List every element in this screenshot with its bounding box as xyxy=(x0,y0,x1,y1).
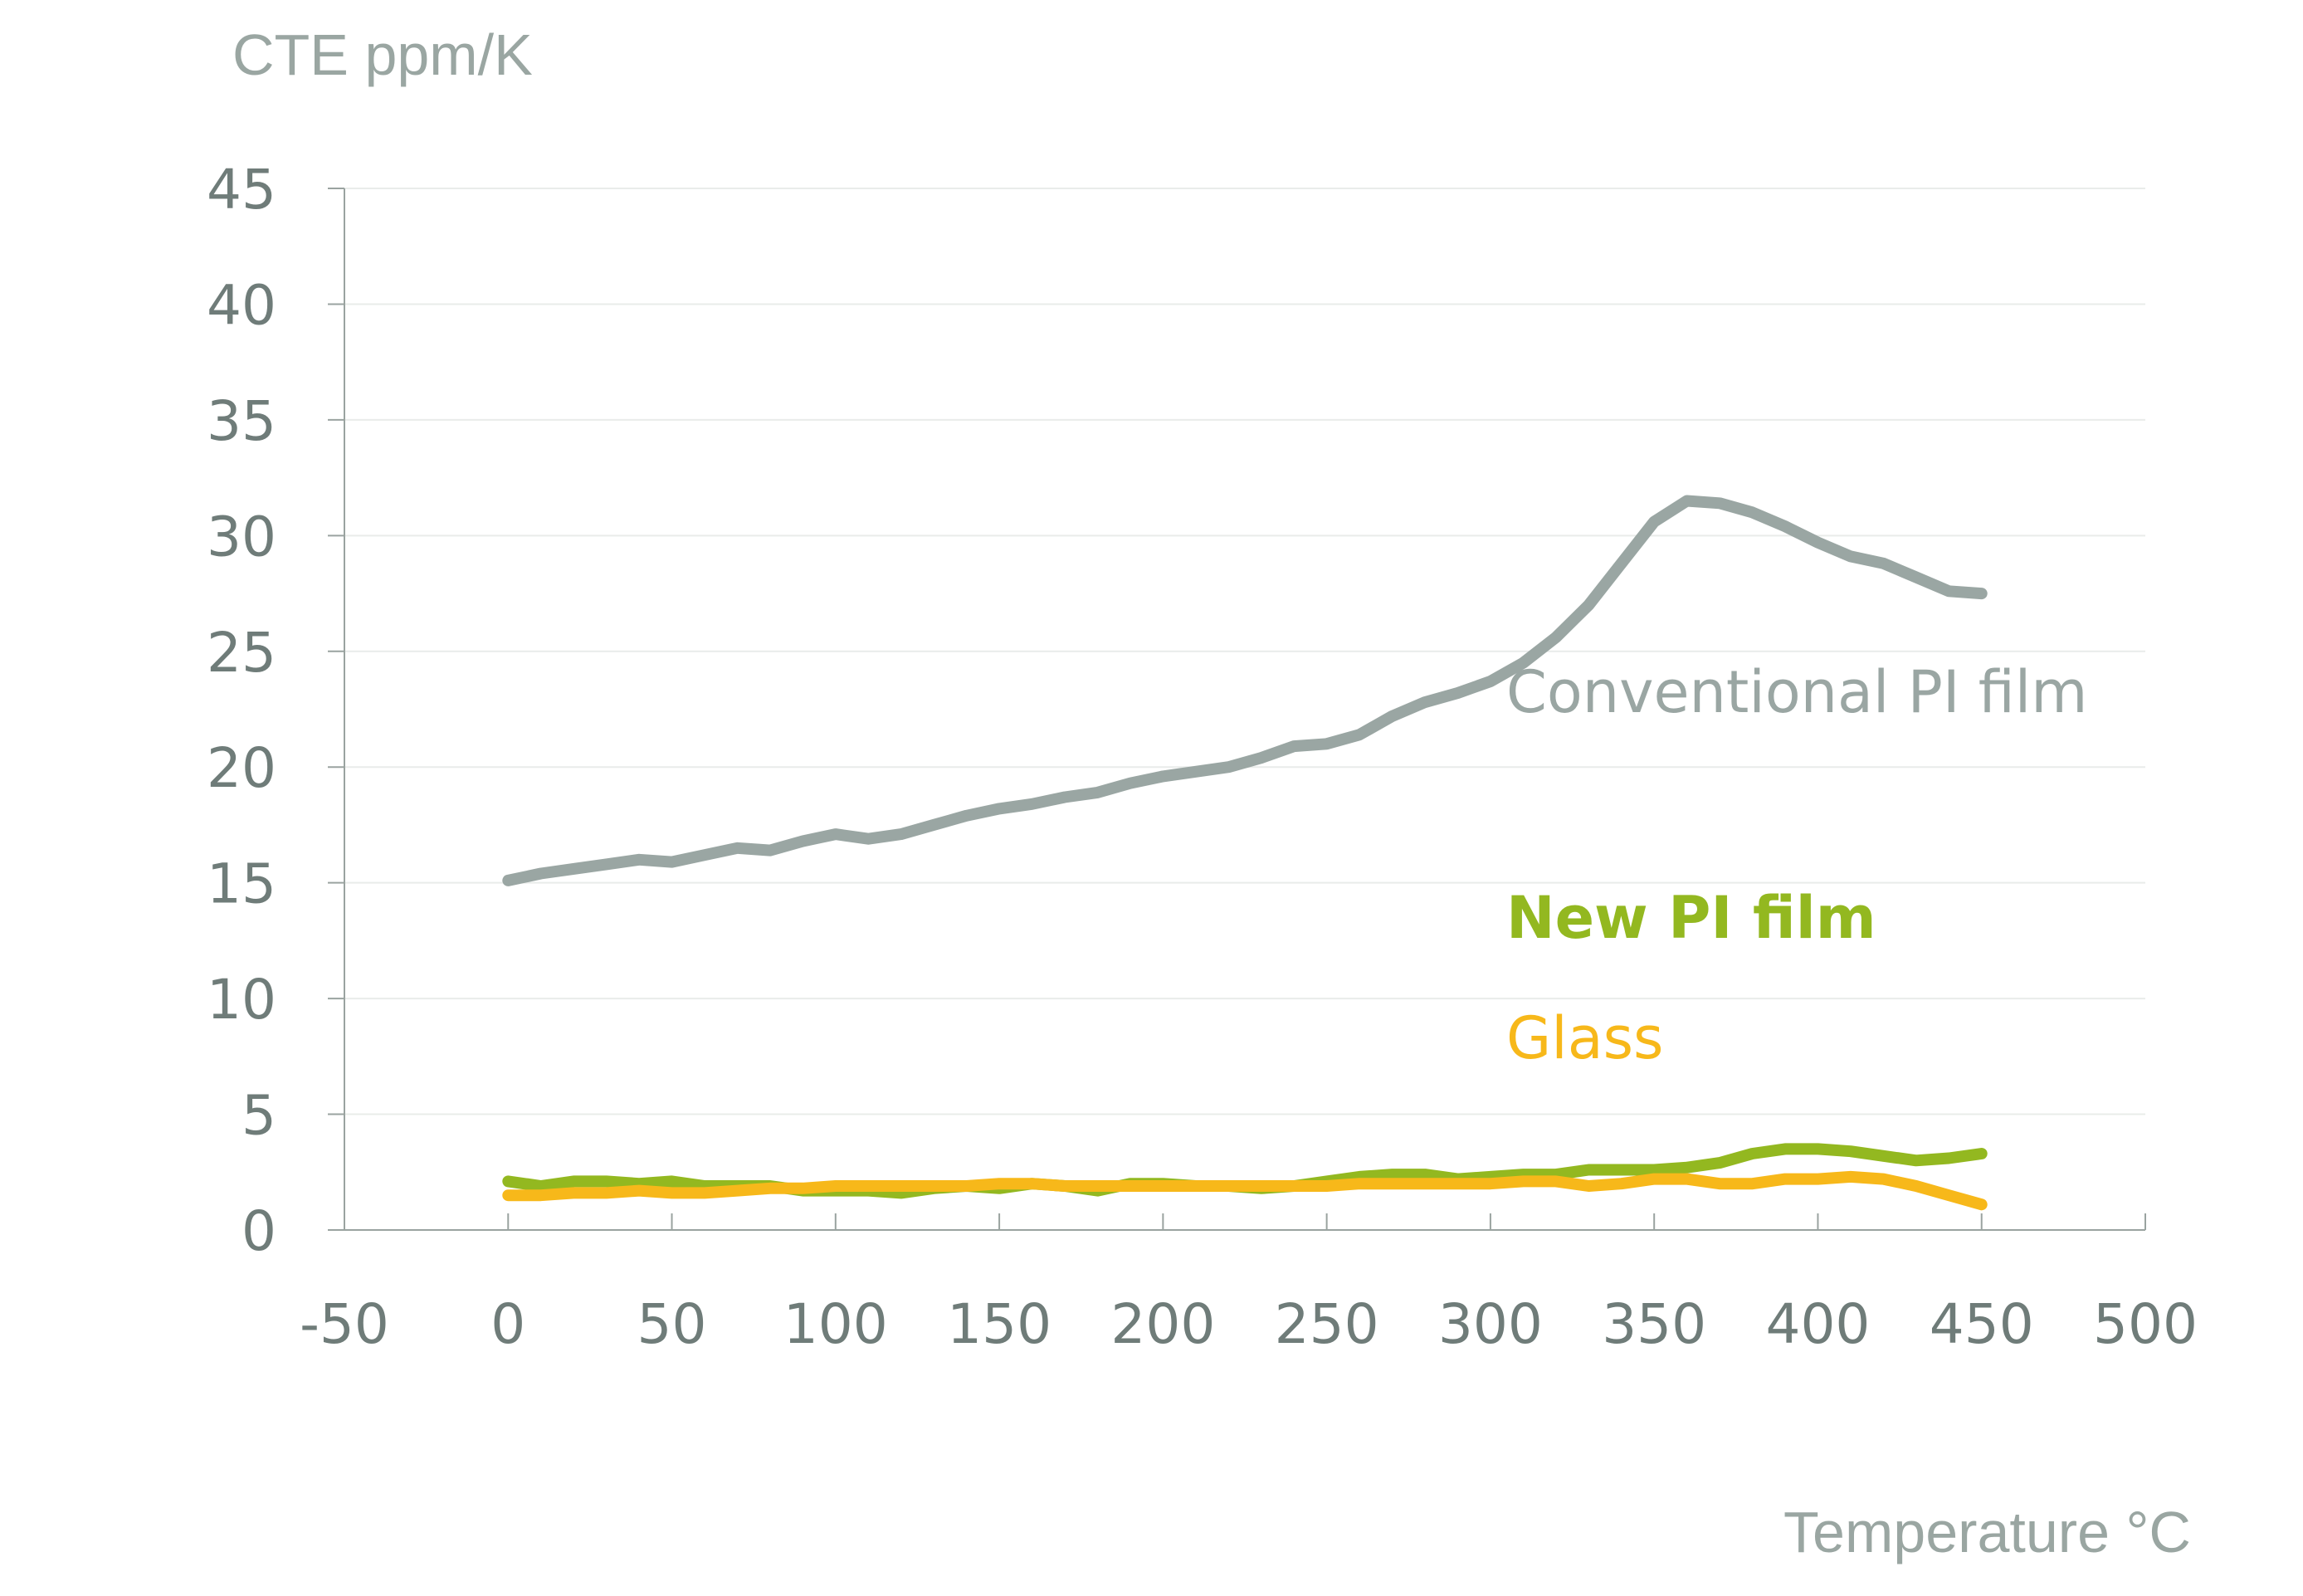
x-tick-label: 150 xyxy=(947,1292,1051,1356)
y-tick-label: 25 xyxy=(207,621,276,685)
series-labels: Glass New PI film Conventional PI film xyxy=(1506,658,2087,1072)
y-tick-label: 10 xyxy=(207,968,276,1032)
x-tick-label: 200 xyxy=(1110,1292,1215,1356)
x-tick-label: 250 xyxy=(1275,1292,1379,1356)
y-tick-labels: 0 5 10 15 20 25 30 35 40 45 xyxy=(207,158,276,1263)
x-tick-label: 300 xyxy=(1438,1292,1543,1356)
x-tick-label: -50 xyxy=(300,1292,389,1356)
x-tick-labels: -50 0 50 100 150 200 250 300 350 400 450 500 xyxy=(300,1292,2198,1356)
axes xyxy=(328,188,2146,1231)
y-tick-label: 35 xyxy=(207,389,276,453)
y-tick-label: 45 xyxy=(207,158,276,222)
series-line xyxy=(502,495,1988,886)
series-label: Conventional PI film xyxy=(1506,658,2087,726)
x-tick-label: 400 xyxy=(1765,1292,1870,1356)
x-tick-label: 0 xyxy=(490,1292,525,1356)
series-lines xyxy=(502,495,1988,1211)
y-tick-label: 0 xyxy=(242,1199,276,1263)
x-tick-label: 500 xyxy=(2093,1292,2198,1356)
x-tick-label: 100 xyxy=(783,1292,888,1356)
y-tick-label: 15 xyxy=(207,852,276,916)
series-label: Glass xyxy=(1506,1004,1664,1072)
y-tick-label: 30 xyxy=(207,505,276,569)
x-tick-label: 450 xyxy=(1930,1292,2034,1356)
x-axis-title: Temperature °C xyxy=(1783,1500,2191,1564)
y-tick-label: 5 xyxy=(242,1084,276,1148)
y-axis-title: CTE ppm/K xyxy=(232,22,533,87)
series-line xyxy=(502,1170,1988,1211)
x-tick-label: 50 xyxy=(637,1292,707,1356)
series-label: New PI film xyxy=(1506,884,1876,952)
gridlines xyxy=(344,188,2145,1115)
y-tick-label: 40 xyxy=(207,273,276,337)
x-tick-label: 350 xyxy=(1602,1292,1706,1356)
y-tick-label: 20 xyxy=(207,736,276,800)
